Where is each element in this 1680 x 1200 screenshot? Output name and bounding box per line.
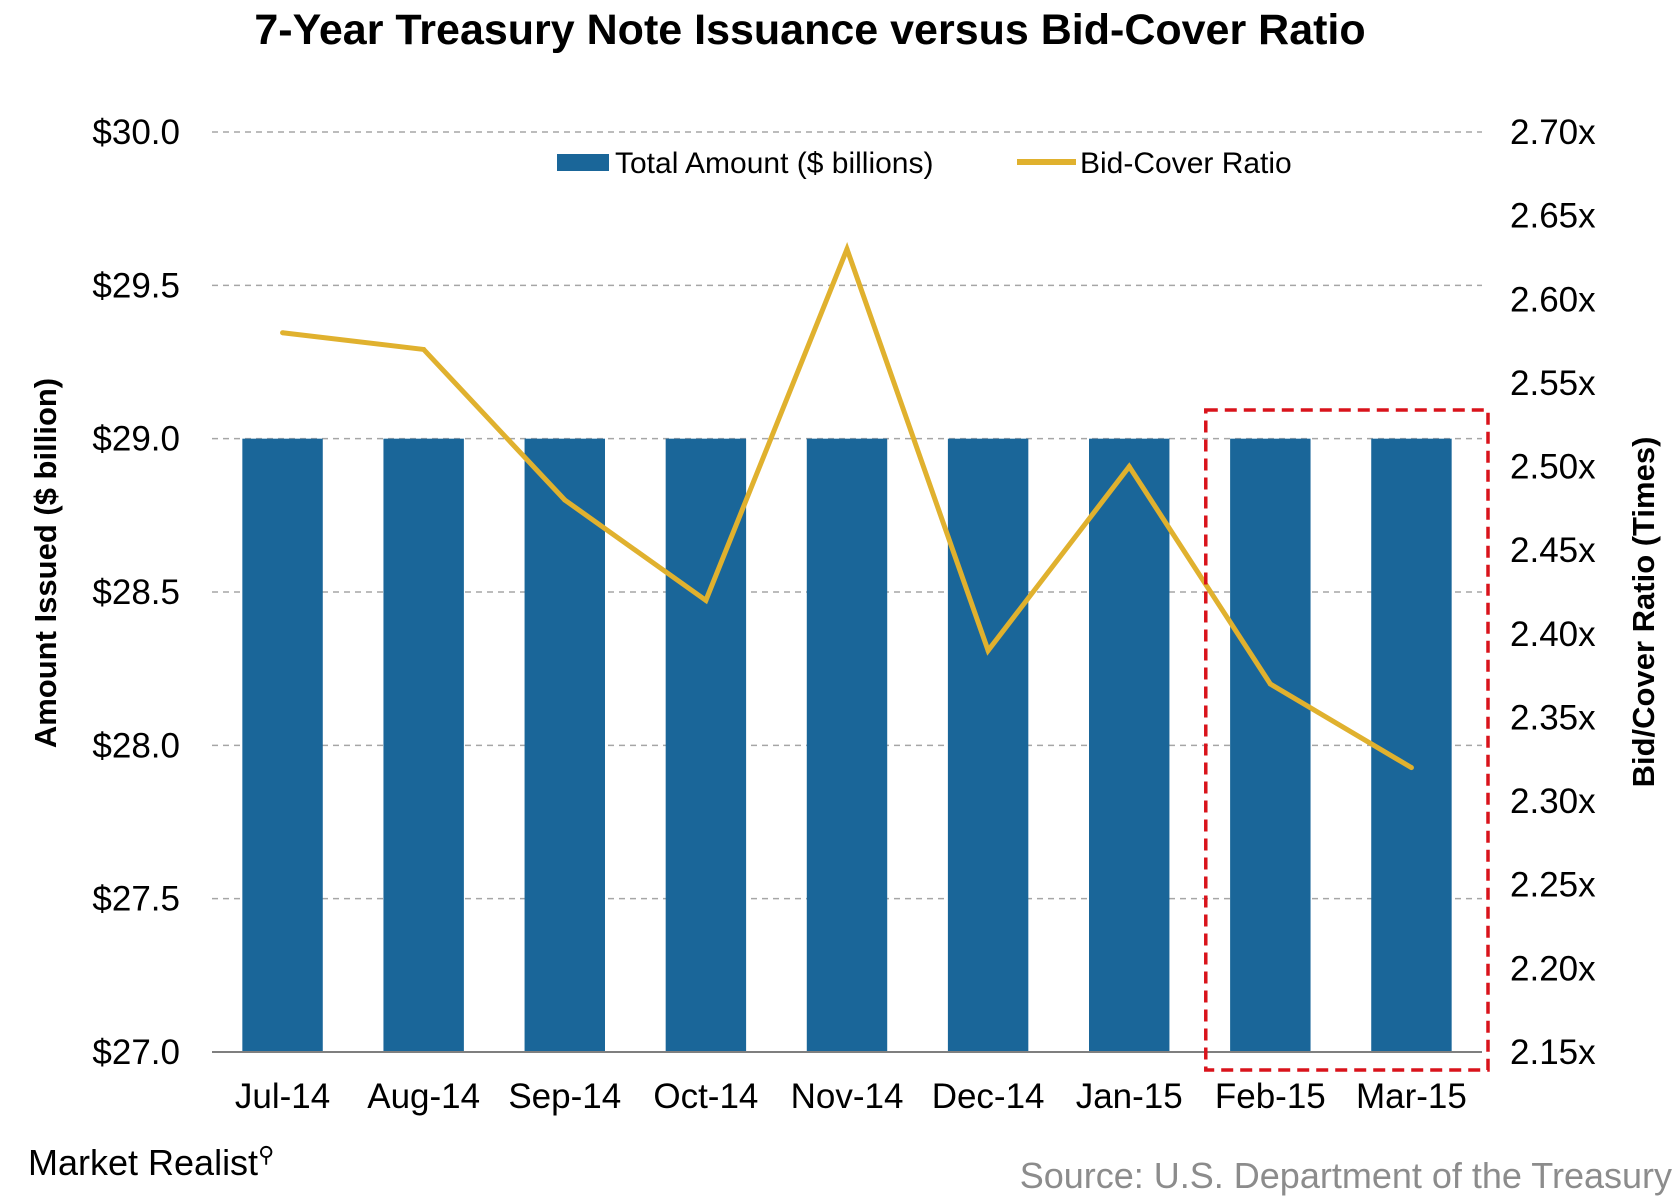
x-tick-label: Jan-15 xyxy=(1076,1077,1183,1116)
x-tick-label: Aug-14 xyxy=(367,1077,480,1116)
bar xyxy=(1371,438,1452,1053)
right-axis-ticks: 2.15x 2.20x 2.25x 2.30x 2.35x 2.40x 2.45x 2.50x… xyxy=(1510,113,1596,1072)
y2-tick-label: 2.35x xyxy=(1510,698,1596,737)
line-point xyxy=(562,497,568,503)
chart-title: 7-Year Treasury Note Issuance versus Bid… xyxy=(254,6,1366,54)
y-axis-label: Amount Issued ($ billion) xyxy=(28,378,63,748)
y-tick-label: $28.5 xyxy=(92,573,180,612)
line-point xyxy=(1126,464,1132,470)
x-axis-ticks: Jul-14 Aug-14 Sep-14 Oct-14 Nov-14 Dec-14 Jan-… xyxy=(235,1077,1467,1116)
x-tick-label: Feb-15 xyxy=(1215,1077,1326,1116)
line-point xyxy=(1408,765,1414,771)
brand-name: Market Realist xyxy=(28,1142,259,1183)
y-tick-label: $28.0 xyxy=(92,726,180,765)
y2-tick-label: 2.65x xyxy=(1510,197,1596,236)
x-tick-label: Sep-14 xyxy=(508,1077,621,1116)
y2-tick-label: 2.70x xyxy=(1510,113,1596,152)
y2-tick-label: 2.15x xyxy=(1510,1033,1596,1072)
bar xyxy=(947,438,1029,1053)
y-tick-label: $27.5 xyxy=(92,880,180,919)
y2-tick-label: 2.60x xyxy=(1510,280,1596,319)
line-point xyxy=(985,648,991,654)
y2-tick-label: 2.30x xyxy=(1510,782,1596,821)
y2-tick-label: 2.50x xyxy=(1510,448,1596,487)
y-tick-label: $27.0 xyxy=(92,1033,180,1072)
magnifier-chart-icon: ⚲ xyxy=(258,1142,275,1167)
y-tick-label: $29.0 xyxy=(92,420,180,459)
line-point xyxy=(844,246,850,252)
bar xyxy=(806,438,888,1053)
line-series xyxy=(280,241,1414,771)
y2-tick-label: 2.45x xyxy=(1510,531,1596,570)
y-tick-label: $30.0 xyxy=(92,113,180,152)
x-tick-label: Oct-14 xyxy=(653,1077,758,1116)
y-tick-label: $29.5 xyxy=(92,266,180,305)
bar xyxy=(383,438,464,1053)
bar xyxy=(242,438,323,1053)
bar xyxy=(1230,438,1311,1053)
x-tick-label: Nov-14 xyxy=(791,1077,904,1116)
legend-swatch-bars xyxy=(557,154,609,171)
left-axis-ticks: $27.0 $27.5 $28.0 $28.5 $29.0 $29.5 $30.0 xyxy=(92,113,180,1072)
y2-tick-label: 2.20x xyxy=(1510,949,1596,988)
y2-tick-label: 2.55x xyxy=(1510,364,1596,403)
highlight-box xyxy=(1204,408,1490,1072)
line-point xyxy=(703,597,709,603)
y2-tick-label: 2.40x xyxy=(1510,615,1596,654)
y2-axis-label: Bid/Cover Ratio (Times) xyxy=(1626,437,1661,788)
bar-series xyxy=(242,438,1452,1053)
y2-tick-label: 2.25x xyxy=(1510,866,1596,905)
line-point xyxy=(280,330,286,336)
brand-logo: Market Realist⚲ xyxy=(28,1142,274,1184)
bar xyxy=(524,438,605,1053)
line-point xyxy=(421,346,427,352)
x-tick-label: Jul-14 xyxy=(235,1077,330,1116)
legend-label-bars: Total Amount ($ billions) xyxy=(615,147,934,180)
legend: Total Amount ($ billions) Bid-Cover Rati… xyxy=(557,147,1292,180)
x-tick-label: Dec-14 xyxy=(932,1077,1045,1116)
legend-label-line: Bid-Cover Ratio xyxy=(1080,147,1292,180)
bar xyxy=(1089,438,1170,1053)
x-tick-label: Mar-15 xyxy=(1356,1077,1467,1116)
source-note: Source: U.S. Department of the Treasury xyxy=(1019,1155,1672,1196)
line-point xyxy=(1267,681,1273,687)
bar xyxy=(665,438,747,1053)
